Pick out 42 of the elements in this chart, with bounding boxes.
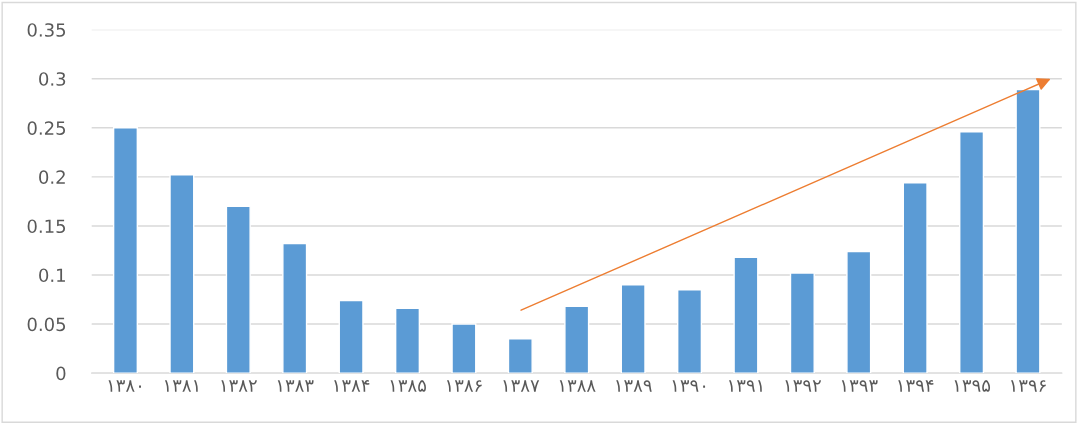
- y-tick-label: 0.15: [27, 219, 66, 234]
- bar: [282, 242, 308, 374]
- bar: [846, 250, 872, 374]
- x-tick-label: ۱۳۸۸: [559, 380, 596, 392]
- bar: [451, 323, 477, 374]
- x-tick-label: ۱۳۸۲: [221, 380, 257, 392]
- x-tick-label: ۱۳۸۷: [503, 380, 540, 392]
- bar: [959, 131, 985, 374]
- x-tick-label: ۱۳۸۶: [446, 380, 482, 392]
- y-tick-label: 0: [56, 366, 66, 381]
- bar: [338, 299, 364, 374]
- x-tick-label: ۱۳۸۵: [390, 380, 426, 392]
- bar: [902, 182, 928, 374]
- y-tick-label: 0.35: [27, 23, 66, 37]
- x-tick-label: ۱۳۸۰: [108, 380, 141, 392]
- bar: [394, 307, 421, 374]
- x-tick-label: ۱۳۸۱: [164, 380, 198, 392]
- bar: [1015, 88, 1041, 374]
- bar: [620, 284, 646, 374]
- bar: [507, 338, 533, 374]
- bar: [733, 256, 759, 374]
- x-tick-label: ۱۳۹۱: [729, 380, 762, 392]
- x-tick-label: ۱۳۸۴: [334, 380, 370, 392]
- bar: [564, 305, 590, 374]
- y-tick-label: 0.2: [39, 170, 65, 184]
- y-tick-label: 0.25: [27, 121, 66, 135]
- bar: [789, 272, 815, 374]
- bar: [112, 127, 139, 374]
- y-tick-label: 0.1: [39, 268, 65, 283]
- y-tick-label: 0.3: [39, 72, 66, 86]
- x-tick-label: ۱۳۸۳: [277, 380, 314, 392]
- x-tick-label: ۱۳۹۳: [841, 380, 878, 392]
- x-tick-label: ۱۳۸۹: [616, 380, 652, 392]
- y-tick-label: 0.05: [27, 317, 66, 332]
- x-tick-label: ۱۳۹۲: [785, 380, 821, 392]
- x-tick-label: ۱۳۹۰: [672, 380, 706, 392]
- bar: [169, 174, 195, 374]
- bar: [677, 289, 703, 374]
- bar: [225, 205, 251, 374]
- x-tick-label: ۱۳۹۴: [898, 380, 934, 392]
- x-tick-label: ۱۳۹۶: [1011, 380, 1046, 392]
- x-tick-label: ۱۳۹۵: [954, 380, 991, 392]
